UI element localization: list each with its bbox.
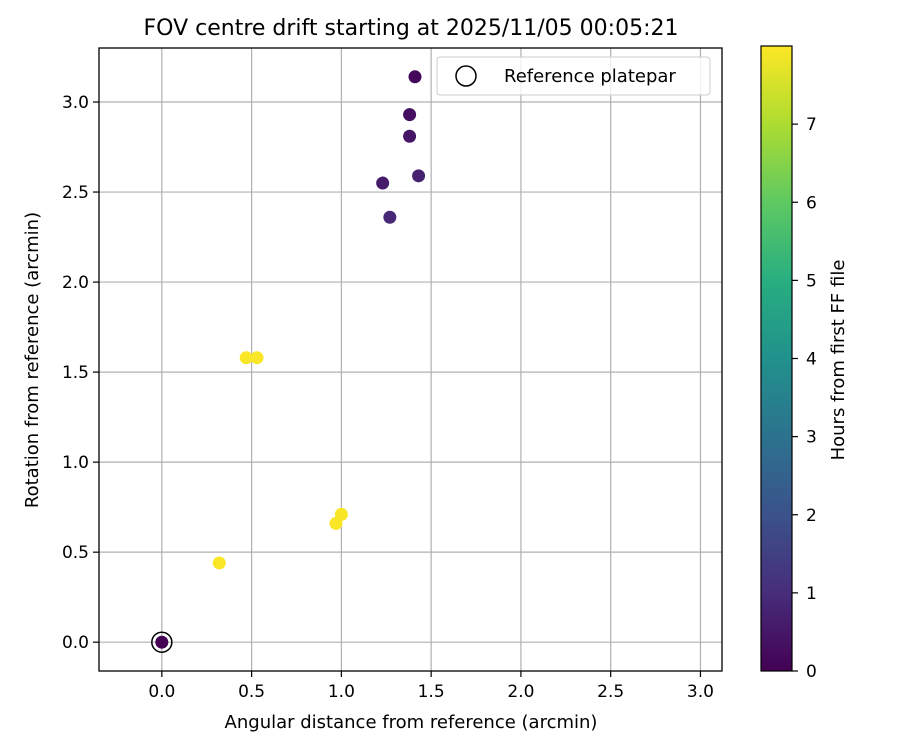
x-tick-label: 0.0 <box>148 682 175 702</box>
y-tick-label: 2.0 <box>62 273 89 293</box>
colorbar-tick-label: 0 <box>806 662 817 682</box>
data-point <box>408 70 422 84</box>
chart-title: FOV centre drift starting at 2025/11/05 … <box>144 16 679 41</box>
data-point <box>334 507 348 521</box>
reference-marker <box>151 631 173 653</box>
legend-box <box>436 56 711 96</box>
data-point <box>412 169 426 183</box>
colorbar-tick-label: 6 <box>806 193 817 213</box>
x-tick-label: 2.5 <box>597 682 624 702</box>
colorbar: 0 1 2 3 4 5 6 7 Hours from first FF file <box>760 45 849 682</box>
colorbar-ticks: 0 1 2 3 4 5 6 7 <box>792 115 817 682</box>
y-tick-label: 0.0 <box>62 633 89 653</box>
y-tick-label: 0.5 <box>62 543 89 563</box>
x-tick-label: 1.0 <box>328 682 355 702</box>
colorbar-tick-label: 7 <box>806 115 817 135</box>
y-axis-label: Rotation from reference (arcmin) <box>22 212 43 508</box>
x-tick-label: 0.5 <box>238 682 265 702</box>
legend-marker <box>455 65 477 87</box>
legend: Reference platepar <box>436 56 711 96</box>
data-point <box>403 108 417 122</box>
x-tick-label: 3.0 <box>687 682 714 702</box>
y-tick-label: 1.5 <box>62 363 89 383</box>
data-point <box>250 351 264 365</box>
data-point <box>383 210 397 224</box>
x-axis-label: Angular distance from reference (arcmin) <box>225 712 598 733</box>
colorbar-tick-label: 1 <box>806 584 817 604</box>
colorbar-tick-label: 5 <box>806 271 817 291</box>
data-points <box>151 70 426 653</box>
x-axis-ticks: 0.0 0.5 1.0 1.5 2.0 2.5 3.0 <box>148 671 714 702</box>
data-point <box>239 351 253 365</box>
colorbar-gradient <box>760 45 793 672</box>
data-point <box>212 556 226 570</box>
y-tick-label: 2.5 <box>62 183 89 203</box>
data-point <box>403 129 417 143</box>
colorbar-tick-label: 4 <box>806 350 817 370</box>
data-point <box>376 176 390 190</box>
data-point <box>155 635 169 649</box>
colorbar-tick-label: 2 <box>806 506 817 526</box>
grid-lines <box>99 48 722 671</box>
y-tick-label: 3.0 <box>62 93 89 113</box>
colorbar-tick-label: 3 <box>806 428 817 448</box>
legend-label: Reference platepar <box>504 66 676 87</box>
plot-frame <box>98 47 723 672</box>
x-tick-label: 1.5 <box>418 682 445 702</box>
x-tick-label: 2.0 <box>507 682 534 702</box>
y-tick-label: 1.0 <box>62 453 89 473</box>
y-axis-ticks: 0.0 0.5 1.0 1.5 2.0 2.5 3.0 <box>62 93 99 653</box>
colorbar-label: Hours from first FF file <box>828 260 849 461</box>
